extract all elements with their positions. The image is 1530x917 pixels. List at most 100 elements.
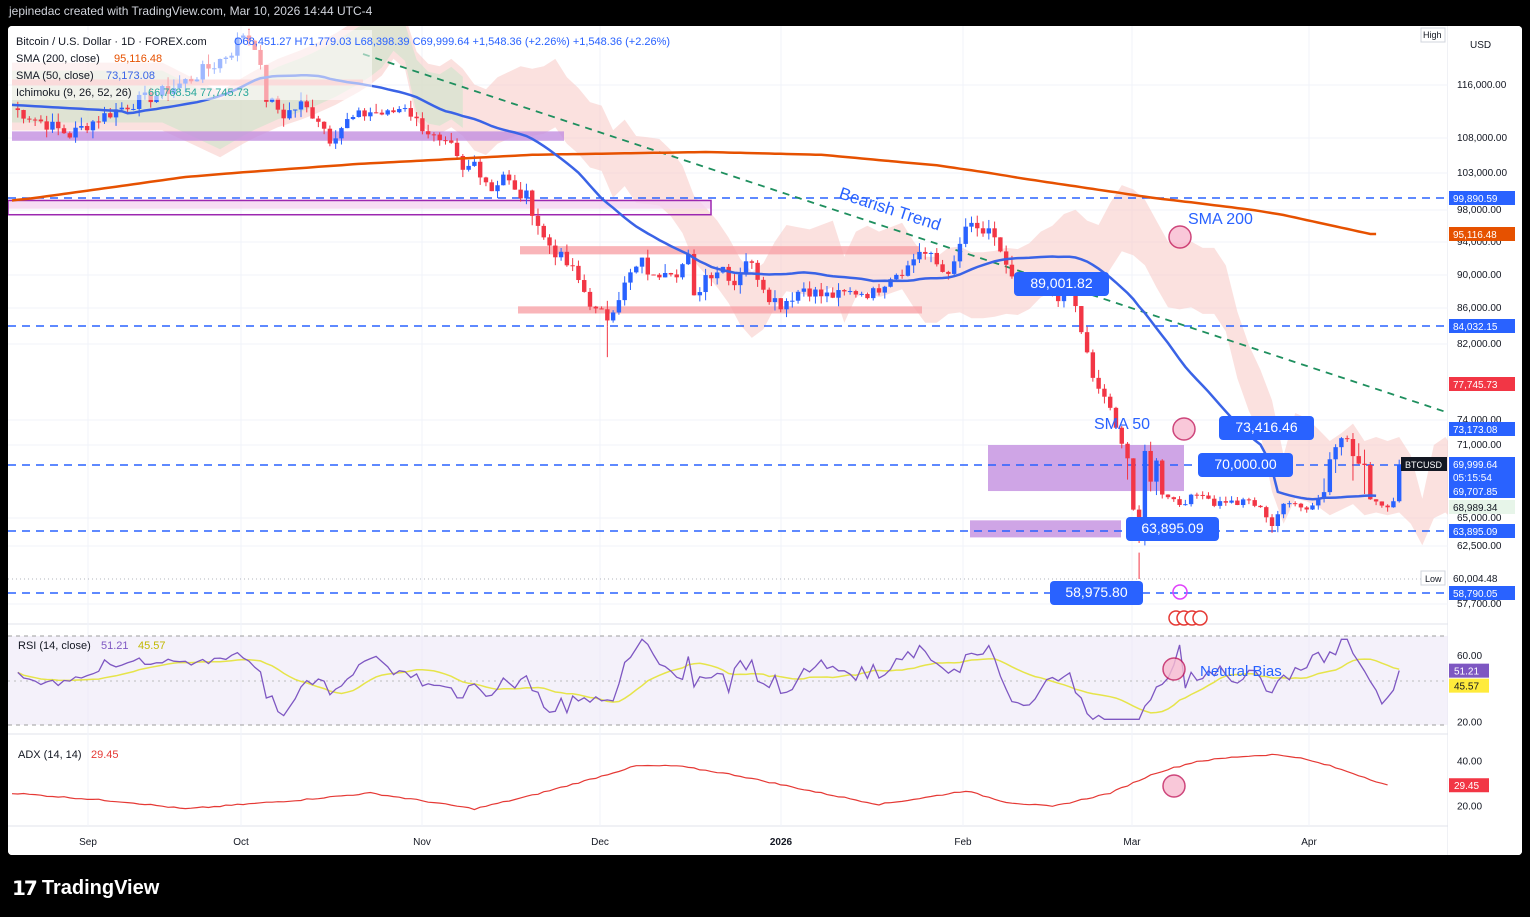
- candle-body: [599, 308, 604, 310]
- candle: [928, 251, 934, 263]
- candle-body: [778, 298, 783, 310]
- candle: [1287, 500, 1292, 508]
- rsi-ma-line: [17, 658, 1400, 714]
- label-70000: 70,000.00: [1198, 453, 1293, 477]
- candle-body: [824, 292, 830, 297]
- candle: [1206, 492, 1211, 500]
- rsi-ma-badge-text: 45.57: [1454, 682, 1479, 693]
- candle: [495, 180, 500, 199]
- candle-body: [414, 116, 419, 119]
- candle-body: [530, 190, 535, 216]
- candle: [610, 310, 616, 323]
- candle: [784, 298, 789, 318]
- candle: [1154, 458, 1159, 496]
- candle: [1079, 306, 1084, 334]
- candle: [368, 107, 373, 121]
- candle: [899, 269, 905, 279]
- time-axis: Sep Oct Nov Dec 2026 Feb Mar Apr: [79, 837, 1317, 848]
- candle: [905, 260, 911, 277]
- candle: [639, 257, 645, 274]
- candle: [483, 176, 489, 187]
- candle: [882, 285, 887, 299]
- candle-body: [472, 161, 477, 166]
- candle-body: [379, 112, 385, 115]
- candle-body: [1379, 501, 1385, 506]
- candle: [980, 221, 986, 237]
- candle-body: [1327, 459, 1333, 493]
- candle: [1113, 406, 1119, 429]
- candle-body: [911, 259, 916, 266]
- candle-body: [136, 94, 142, 109]
- candle: [1119, 425, 1124, 449]
- candle-body: [1339, 438, 1344, 448]
- candle: [998, 237, 1003, 253]
- price-chart[interactable]: 89,001.82 73,416.46 70,000.00 63,895.09 58,9…: [8, 26, 1522, 855]
- candle: [1108, 393, 1113, 411]
- price-badge: [1449, 227, 1515, 241]
- candle-body: [1119, 427, 1124, 444]
- resistance-zone: [12, 131, 564, 141]
- candle: [327, 125, 333, 147]
- candle-body: [894, 274, 899, 280]
- candle-body: [951, 261, 957, 274]
- candle: [657, 273, 662, 280]
- candle-body: [1258, 505, 1263, 508]
- candle: [287, 102, 292, 120]
- candle: [547, 234, 552, 254]
- candle: [876, 283, 882, 296]
- candle: [1090, 349, 1096, 382]
- candle-body: [1154, 460, 1159, 482]
- candle: [934, 248, 939, 267]
- candle-body: [743, 261, 749, 275]
- price-badge: [1449, 422, 1515, 436]
- label-89001-bg: [1014, 272, 1109, 296]
- price-badge: [1449, 524, 1515, 538]
- candle: [1131, 458, 1136, 511]
- candle: [1188, 493, 1194, 507]
- candle: [1125, 442, 1130, 480]
- candle: [293, 109, 298, 118]
- candle-body: [21, 110, 26, 119]
- candle-body: [622, 282, 627, 301]
- label-63895-bg: [1126, 517, 1219, 541]
- candle: [1200, 491, 1205, 500]
- legend-sma50-val: 73,173.08: [106, 70, 155, 82]
- candle-body: [1084, 332, 1090, 353]
- candle: [310, 99, 315, 119]
- legend-sma200: SMA (200, close): [16, 53, 100, 65]
- chart-area[interactable]: 89,001.82 73,416.46 70,000.00 63,895.09 58,9…: [8, 26, 1522, 855]
- candle: [1194, 492, 1200, 499]
- candle-body: [940, 264, 945, 272]
- price-tick: 71,000.00: [1457, 440, 1502, 451]
- price-badge-text: 58,790.05: [1453, 589, 1498, 600]
- consolidation-bottom-zone: [970, 520, 1121, 538]
- candle-body: [1131, 458, 1136, 510]
- candle: [1275, 510, 1281, 533]
- legend-rsi-val: 51.21: [101, 640, 129, 652]
- candle: [911, 253, 916, 273]
- candle: [362, 108, 367, 121]
- sma200-marker: [1168, 225, 1192, 249]
- price-badge-text: 77,745.73: [1453, 380, 1498, 391]
- candle-body: [1223, 501, 1228, 503]
- candle-body: [1333, 447, 1338, 460]
- candle-body: [761, 279, 766, 290]
- candle: [865, 292, 870, 300]
- candle-body: [339, 128, 344, 139]
- price-tick: 103,000.00: [1457, 168, 1507, 179]
- candle: [605, 300, 610, 327]
- candle-body: [108, 113, 113, 118]
- candle: [96, 116, 101, 129]
- candle-body: [350, 117, 356, 120]
- candle: [1269, 514, 1275, 533]
- candle: [84, 122, 90, 134]
- candle-body: [1055, 292, 1061, 302]
- candle: [281, 103, 286, 127]
- candle: [836, 283, 841, 307]
- candle-body: [512, 180, 518, 190]
- candle-body: [1362, 463, 1367, 465]
- candle-body: [373, 112, 379, 114]
- candle: [795, 289, 801, 304]
- brand-name: TradingView: [41, 877, 160, 899]
